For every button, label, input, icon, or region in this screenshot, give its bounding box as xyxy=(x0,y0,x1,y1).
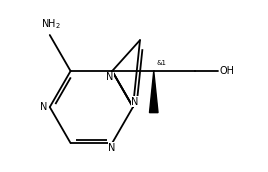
Text: &1: &1 xyxy=(156,60,166,66)
Text: OH: OH xyxy=(219,66,234,76)
Text: NH$_2$: NH$_2$ xyxy=(41,18,61,31)
Polygon shape xyxy=(150,71,158,113)
Text: N: N xyxy=(106,72,113,82)
Text: N: N xyxy=(109,143,116,153)
Text: N: N xyxy=(131,96,139,107)
Text: N: N xyxy=(40,102,47,112)
